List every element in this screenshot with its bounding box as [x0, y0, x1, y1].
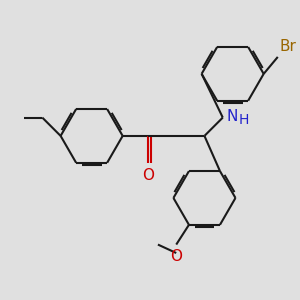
Text: N: N — [226, 109, 238, 124]
Text: O: O — [170, 249, 182, 264]
Text: Br: Br — [279, 38, 296, 53]
Text: H: H — [238, 113, 249, 127]
Text: O: O — [142, 168, 154, 183]
